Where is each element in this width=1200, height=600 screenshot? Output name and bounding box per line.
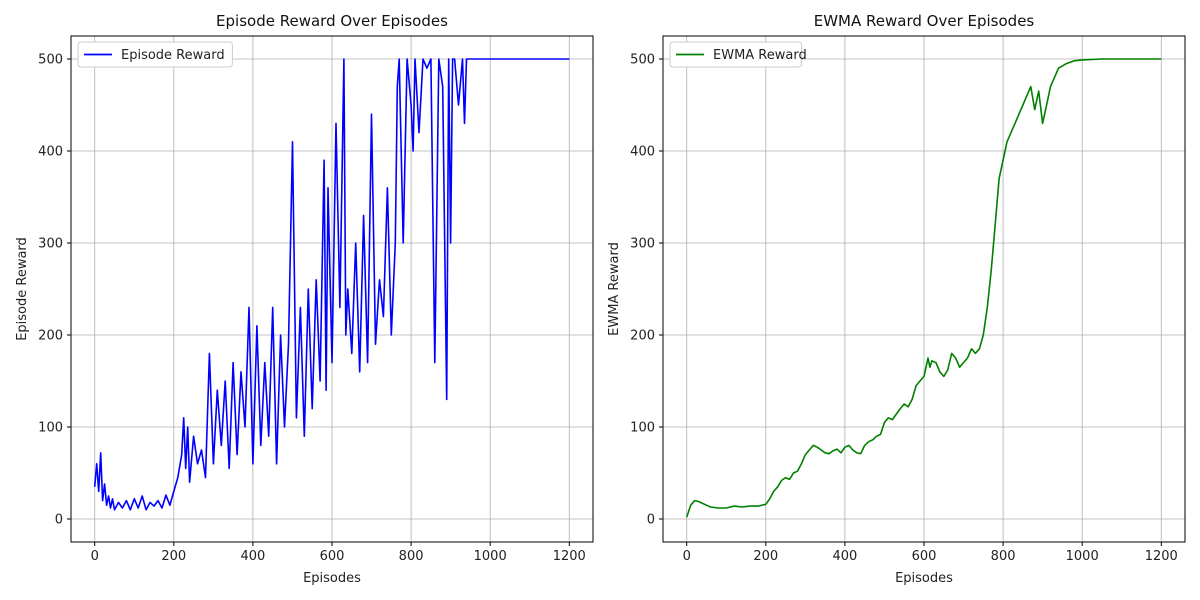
chart-panel-1: 0 200 400 600 800 1000 1200 0 100 200 300 400 500 Epi… <box>15 12 594 586</box>
x-tick-label: 0 <box>91 549 99 564</box>
series-line-1 <box>685 58 1162 518</box>
x-tick-label: 1200 <box>553 549 586 564</box>
y-tick-label: 100 <box>38 421 63 436</box>
x-tick-label: 0 <box>683 549 691 564</box>
chart-panel-2: 0 200 400 600 800 1000 1200 0 100 200 300 400 500 EWM… <box>607 12 1186 586</box>
x-tick-label: 800 <box>399 549 424 564</box>
legend-box <box>77 41 233 68</box>
x-axis-label: Episodes <box>303 571 361 586</box>
y-tick-label: 500 <box>630 53 655 68</box>
x-tick-label: 200 <box>161 549 186 564</box>
chart-title: Episode Reward Over Episodes <box>216 12 448 30</box>
x-tick-label: 1200 <box>1145 549 1178 564</box>
y-tick-label: 400 <box>630 145 655 160</box>
x-tick-label: 600 <box>320 549 345 564</box>
y-tick-label: 300 <box>630 237 655 252</box>
x-tick-label: 400 <box>240 549 265 564</box>
legend-box <box>669 41 803 68</box>
x-tick-label: 600 <box>912 549 937 564</box>
y-axis-label: Episode Reward <box>15 237 30 341</box>
legend-label: Episode Reward <box>121 48 225 63</box>
x-tick-label: 1000 <box>474 549 507 564</box>
legend: Episode Reward <box>77 41 233 68</box>
x-tick-label: 1000 <box>1066 549 1099 564</box>
y-tick-label: 500 <box>38 53 63 68</box>
legend-label: EWMA Reward <box>713 48 807 63</box>
y-axis-label: EWMA Reward <box>607 242 622 336</box>
y-tick-label: 200 <box>630 329 655 344</box>
x-tick-label: 800 <box>991 549 1016 564</box>
y-tick-label: 100 <box>630 421 655 436</box>
y-tick-label: 200 <box>38 329 63 344</box>
legend: EWMA Reward <box>669 41 807 68</box>
y-tick-label: 300 <box>38 237 63 252</box>
x-tick-label: 400 <box>832 549 857 564</box>
x-axis-label: Episodes <box>895 571 953 586</box>
y-tick-label: 0 <box>55 513 63 528</box>
y-tick-label: 400 <box>38 145 63 160</box>
chart-title: EWMA Reward Over Episodes <box>814 12 1035 30</box>
series-line-1 <box>93 58 570 511</box>
y-tick-label: 0 <box>647 513 655 528</box>
x-tick-label: 200 <box>753 549 778 564</box>
